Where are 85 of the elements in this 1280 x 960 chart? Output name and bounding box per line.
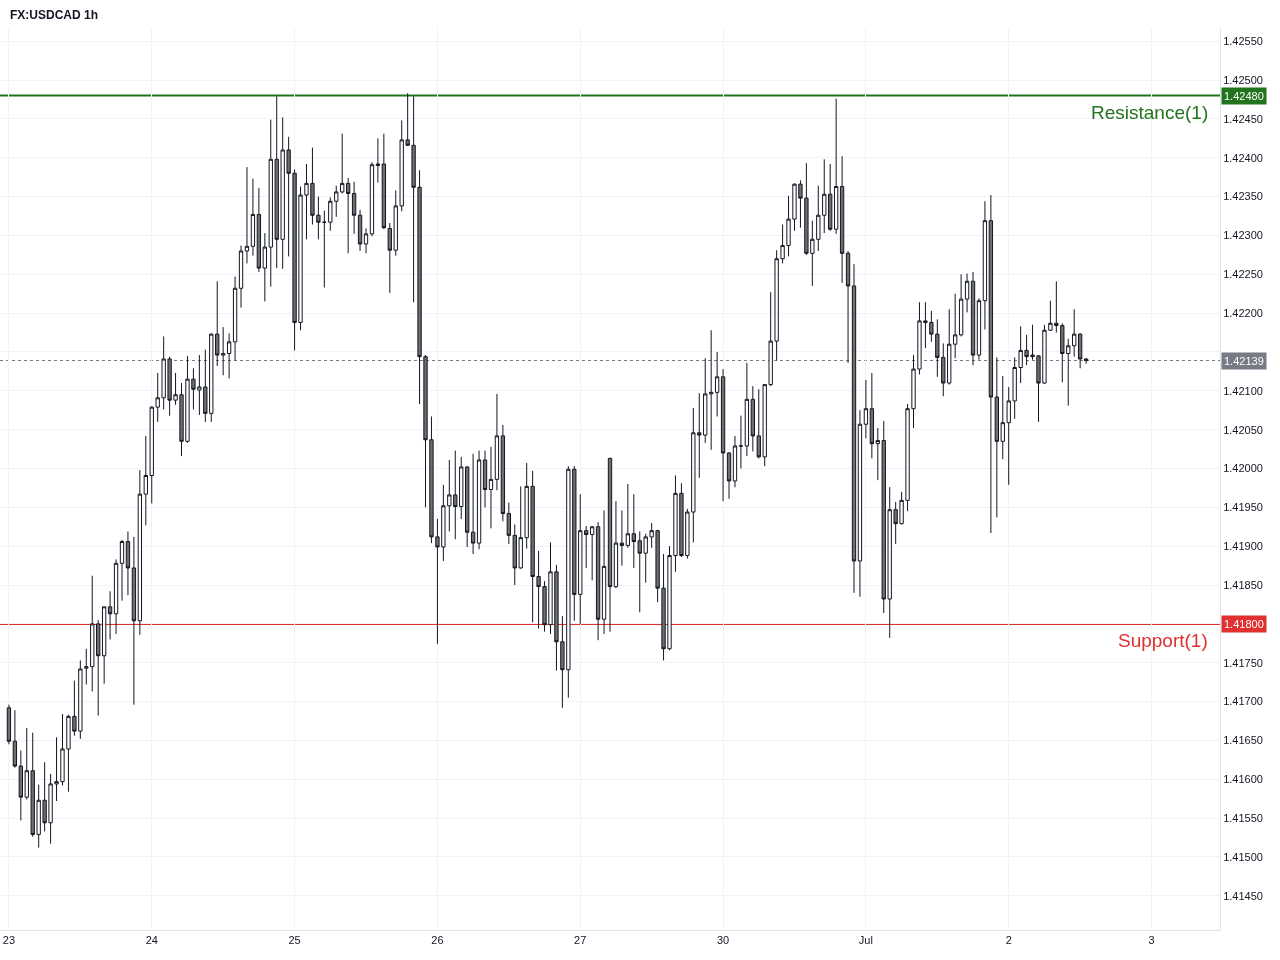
candlestick xyxy=(613,500,619,589)
candlestick xyxy=(619,509,625,567)
candlestick xyxy=(982,200,988,330)
candlestick xyxy=(107,590,113,640)
candlestick xyxy=(482,450,488,508)
x-tick-label: 25 xyxy=(288,934,301,947)
candlestick xyxy=(256,187,262,273)
candlestick xyxy=(232,276,238,362)
candlestick xyxy=(113,558,119,635)
chart-title: FX:USDCAD 1h xyxy=(10,8,99,23)
candlestick xyxy=(976,297,982,361)
candlestick xyxy=(863,379,869,439)
text: 1.42139 xyxy=(1224,355,1264,367)
candlestick xyxy=(351,181,357,235)
y-tick-label: 1.42500 xyxy=(1223,73,1263,86)
candlestick xyxy=(714,351,720,417)
candlestick xyxy=(476,450,482,550)
candlestick xyxy=(363,227,369,254)
candlestick xyxy=(607,457,613,633)
candlestick xyxy=(119,539,125,602)
candlestick xyxy=(322,210,327,288)
candlestick xyxy=(250,178,256,257)
candlestick xyxy=(357,209,363,252)
candlestick xyxy=(726,451,732,500)
candlestick xyxy=(494,393,500,491)
x-tick-label: Jul xyxy=(858,934,873,947)
candlestick xyxy=(500,424,506,522)
x-tick-label: 2 xyxy=(1005,934,1012,947)
candlestick xyxy=(601,509,607,635)
y-tick-label: 1.42050 xyxy=(1223,423,1263,436)
candlestick xyxy=(1083,357,1089,365)
x-tick-label: 3 xyxy=(1148,934,1155,947)
y-tick-label: 1.41450 xyxy=(1223,889,1263,902)
x-tick-label: 27 xyxy=(574,934,587,947)
y-tick-label: 1.41650 xyxy=(1223,734,1263,747)
candlestick xyxy=(970,271,976,366)
candlestick xyxy=(595,521,601,641)
x-tick-label: 24 xyxy=(145,934,158,947)
candlestick xyxy=(226,332,232,379)
candlestick xyxy=(238,245,244,309)
candlestick xyxy=(369,161,375,237)
y-tick-label: 1.42350 xyxy=(1223,190,1263,203)
text: 1.42480 xyxy=(1224,90,1264,102)
y-tick-label: 1.41950 xyxy=(1223,501,1263,514)
candlestick xyxy=(857,409,863,598)
candlestick xyxy=(488,446,494,529)
candlestick xyxy=(131,536,137,706)
candlestick xyxy=(470,453,476,555)
y-tick-label: 1.42450 xyxy=(1223,112,1263,125)
y-tick-label: 1.42200 xyxy=(1223,306,1263,319)
ref-line-label: Support(1) xyxy=(1118,630,1208,651)
candlestick xyxy=(732,435,738,488)
candlestick xyxy=(12,709,18,769)
candlestick xyxy=(845,250,851,364)
candlestick xyxy=(244,166,250,264)
candlestick xyxy=(738,415,744,470)
candlestick xyxy=(375,137,381,184)
x-tick-label: 30 xyxy=(716,934,730,947)
y-tick-label: 1.42400 xyxy=(1223,151,1263,164)
y-tick-label: 1.41850 xyxy=(1223,578,1263,591)
y-tick-label: 1.42000 xyxy=(1223,462,1263,475)
ref-line-label: Resistance(1) xyxy=(1091,102,1209,123)
y-tick-label: 1.42300 xyxy=(1223,229,1263,242)
y-tick-label: 1.41750 xyxy=(1223,656,1263,669)
y-tick-label: 1.41500 xyxy=(1223,850,1263,863)
candlestick xyxy=(988,194,994,534)
candlestick xyxy=(851,263,857,594)
y-tick-label: 1.42100 xyxy=(1223,384,1263,397)
candlestick xyxy=(720,368,726,502)
y-tick-label: 1.42250 xyxy=(1223,268,1263,281)
candlestick xyxy=(958,273,964,337)
y-tick-label: 1.41550 xyxy=(1223,811,1263,824)
candlestick xyxy=(839,155,845,284)
x-tick-label: 23 xyxy=(2,934,16,947)
y-tick-label: 1.41700 xyxy=(1223,695,1263,708)
candlestick xyxy=(6,704,12,745)
y-tick-label: 1.42550 xyxy=(1223,35,1263,48)
text: 1.41800 xyxy=(1224,618,1264,630)
candlestick xyxy=(381,133,387,230)
x-tick-label: 26 xyxy=(431,934,444,947)
candlestick xyxy=(964,273,970,313)
candlestick xyxy=(125,530,131,596)
candlestick xyxy=(744,362,750,457)
y-tick-label: 1.41600 xyxy=(1223,773,1263,786)
y-tick-label: 1.41900 xyxy=(1223,540,1263,553)
